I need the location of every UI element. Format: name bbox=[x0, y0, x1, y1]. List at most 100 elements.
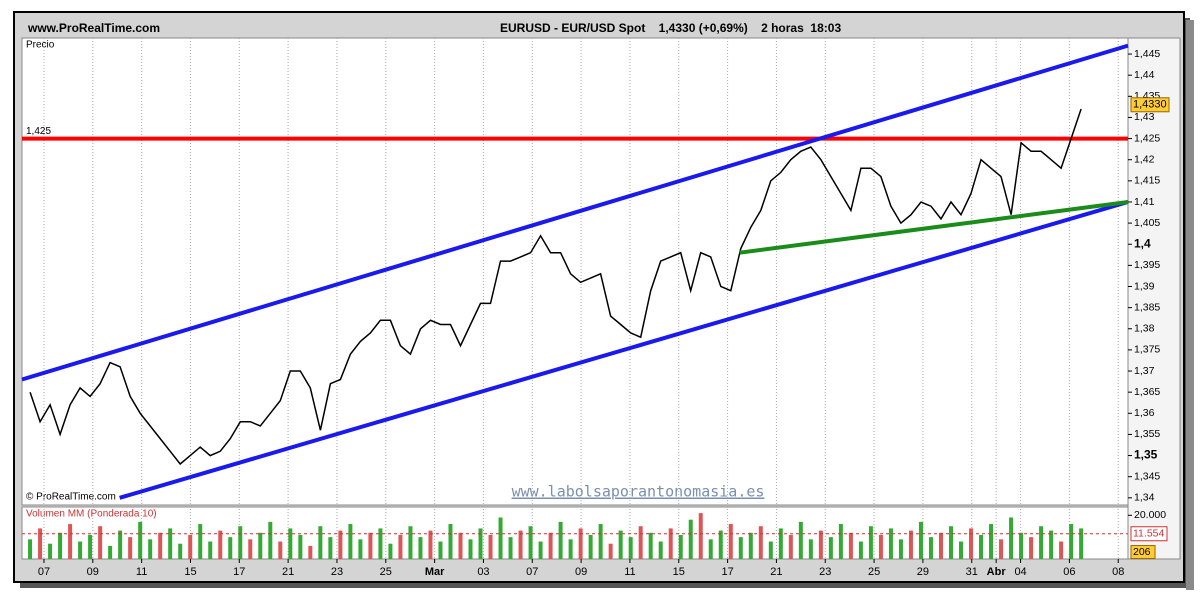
volume-bar bbox=[1049, 530, 1054, 559]
volume-bar bbox=[218, 530, 223, 559]
volume-bar bbox=[858, 541, 863, 559]
volume-bar bbox=[418, 537, 423, 559]
volume-bar bbox=[88, 534, 93, 559]
volume-bar bbox=[128, 537, 133, 559]
last-price-box bbox=[1130, 97, 1170, 113]
volume-bar bbox=[898, 539, 903, 559]
x-tick-label: 25 bbox=[868, 566, 880, 578]
volume-bar bbox=[148, 539, 153, 559]
volume-bar bbox=[58, 532, 63, 559]
x-tick-label: Abr bbox=[987, 566, 1007, 578]
volume-bar bbox=[1009, 517, 1014, 559]
volume-bar bbox=[518, 530, 523, 559]
y-tick-label: 1,345 bbox=[1134, 470, 1160, 482]
volume-bar bbox=[1019, 532, 1024, 559]
volume-bar bbox=[38, 528, 43, 559]
volume-bar bbox=[268, 521, 273, 559]
volume-bar bbox=[1079, 528, 1084, 559]
volume-bar bbox=[678, 534, 683, 559]
volume-bar bbox=[258, 532, 263, 559]
y-tick-label: 1,41 bbox=[1134, 196, 1155, 208]
volume-bar bbox=[318, 526, 323, 559]
volume-label: Volumen MM (Ponderada 10) bbox=[26, 509, 157, 520]
volume-bar bbox=[168, 528, 173, 559]
volume-bar bbox=[788, 534, 793, 559]
price-line bbox=[29, 108, 1082, 466]
volume-bar bbox=[358, 539, 363, 559]
volume-bar bbox=[728, 524, 733, 559]
volume-bar bbox=[428, 530, 433, 559]
volume-bar bbox=[408, 526, 413, 559]
volume-bar bbox=[48, 543, 53, 559]
volume-bar bbox=[98, 526, 103, 559]
y-tick-label: 1,375 bbox=[1134, 344, 1160, 356]
y-tick-label: 1,39 bbox=[1134, 280, 1155, 292]
volume-bar bbox=[848, 532, 853, 559]
x-tick-label: 11 bbox=[624, 566, 635, 578]
volume-bar bbox=[448, 524, 453, 559]
volume-bar bbox=[378, 528, 383, 559]
volume-ma-box bbox=[1130, 526, 1168, 542]
volume-bar bbox=[288, 528, 293, 559]
volume-bar bbox=[598, 524, 603, 559]
volume-bar bbox=[688, 519, 693, 559]
volume-bar bbox=[708, 539, 713, 559]
volume-bar bbox=[108, 545, 113, 559]
volume-bar bbox=[908, 530, 913, 559]
volume-bar bbox=[698, 513, 703, 559]
volume-bar bbox=[278, 541, 283, 559]
volume-bar bbox=[348, 524, 353, 559]
y-tick-label: 1,44 bbox=[1134, 69, 1155, 81]
volume-bar bbox=[198, 524, 203, 559]
volume-bar bbox=[1069, 524, 1074, 559]
y-tick-label: 1,425 bbox=[1134, 132, 1160, 144]
x-tick-label: 07 bbox=[526, 566, 538, 578]
volume-bar bbox=[818, 530, 823, 559]
volume-bar bbox=[208, 541, 213, 559]
volume-bar bbox=[828, 537, 833, 559]
volume-bar bbox=[188, 534, 193, 559]
volume-bar bbox=[1059, 541, 1064, 559]
volume-bar bbox=[548, 532, 553, 559]
volume-bar bbox=[488, 534, 493, 559]
volume-bar bbox=[118, 530, 123, 559]
volume-bar bbox=[508, 537, 513, 559]
volume-bar bbox=[28, 539, 33, 559]
y-tick-label: 1,415 bbox=[1134, 175, 1160, 187]
volume-bar bbox=[398, 534, 403, 559]
volume-bar bbox=[368, 532, 373, 559]
volume-last-label: 206 bbox=[1133, 546, 1151, 558]
volume-bar bbox=[948, 526, 953, 559]
volume-bar bbox=[938, 532, 943, 559]
y-tick-label: 1,4 bbox=[1134, 236, 1151, 250]
last-price-label: 1,4330 bbox=[1133, 99, 1167, 111]
volume-bar bbox=[778, 528, 783, 559]
volume-tick-label: 20.000 bbox=[1134, 509, 1166, 521]
x-tick-label: 15 bbox=[184, 566, 196, 578]
volume-bar bbox=[458, 532, 463, 559]
volume-bar bbox=[308, 545, 313, 559]
volume-bar bbox=[1039, 526, 1044, 559]
volume-bar bbox=[999, 539, 1004, 559]
volume-bar bbox=[468, 539, 473, 559]
volume-bar bbox=[648, 532, 653, 559]
x-tick-label: 31 bbox=[966, 566, 978, 578]
x-tick-label: 17 bbox=[233, 566, 245, 578]
x-tick-label: 23 bbox=[331, 566, 343, 578]
frame-edge bbox=[1186, 20, 1194, 590]
volume-panel bbox=[21, 506, 1129, 560]
x-tick-label: 07 bbox=[38, 566, 50, 578]
volume-ma-label: 11.554 bbox=[1133, 528, 1164, 540]
volume-bar bbox=[618, 530, 623, 559]
volume-bar bbox=[328, 537, 333, 559]
volume-bar bbox=[68, 524, 73, 559]
x-tick-label: Mar bbox=[425, 566, 445, 578]
volume-bar bbox=[588, 534, 593, 559]
y-tick-label: 1,365 bbox=[1134, 386, 1160, 398]
volume-bar bbox=[878, 534, 883, 559]
x-tick-label: 21 bbox=[282, 566, 294, 578]
volume-bar bbox=[758, 526, 763, 559]
volume-bar bbox=[228, 537, 233, 559]
x-tick-label: 09 bbox=[575, 566, 587, 578]
